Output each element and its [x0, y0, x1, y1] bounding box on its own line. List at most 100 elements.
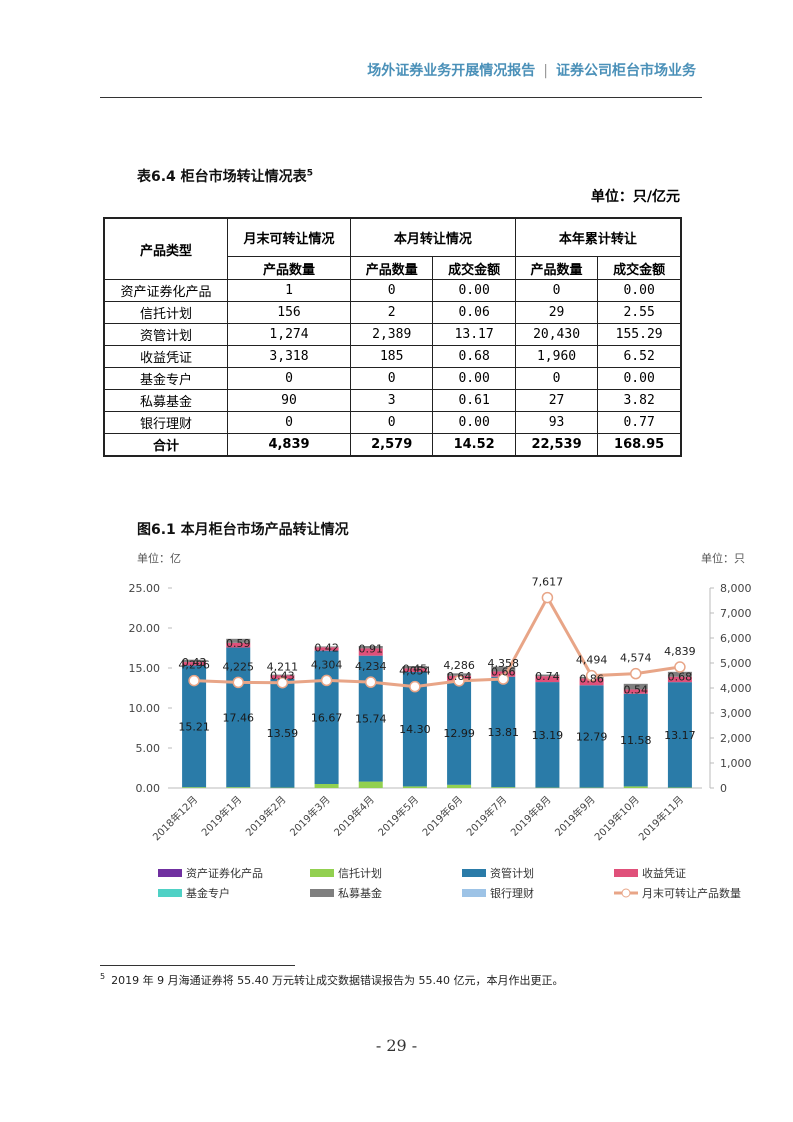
- x-tick-label: 2019年3月: [287, 793, 333, 839]
- line-point: [630, 667, 642, 680]
- table-row: 产品类型 月末可转让情况 本月转让情况 本年累计转让: [103, 217, 682, 280]
- bar-segment: [491, 787, 516, 788]
- data-label: 14.30: [399, 723, 431, 736]
- bar-segment: [402, 666, 427, 669]
- y-tick-label: 25.00: [129, 582, 161, 595]
- x-tick-label: 2019年1月: [199, 793, 245, 839]
- legend-item: 信托计划: [310, 866, 382, 880]
- line-point: [409, 680, 421, 693]
- legend-item: 私募基金: [310, 886, 382, 900]
- table-row: 合计 4,839 2,579 14.52 22,539 168.95: [103, 433, 682, 457]
- legend-label: 资管计划: [490, 866, 534, 880]
- y2-tick-label: 3,000: [720, 707, 752, 720]
- y2-tick-label: 5,000: [720, 657, 752, 670]
- table-title: 表6.4 柜台市场转让情况表: [137, 169, 307, 185]
- legend-swatch: [614, 869, 638, 877]
- x-tick-label: 2019年7月: [464, 793, 510, 839]
- y-tick-label: 10.00: [129, 702, 161, 715]
- data-label: 4,358: [488, 657, 520, 670]
- data-label: 4,839: [664, 645, 696, 658]
- bar-segment: [314, 647, 339, 651]
- table-row: 基金专户 0 0 0.00 0 0.00: [103, 367, 682, 390]
- y2-tick-label: 8,000: [720, 582, 752, 595]
- y-tick-label: 0.00: [136, 782, 161, 795]
- bar-segment: [579, 685, 604, 788]
- table-cell: 6.52: [597, 345, 682, 368]
- data-label: 0.68: [668, 671, 693, 684]
- table-cell: 0.00: [432, 279, 516, 302]
- table-cell: 信托计划: [103, 301, 228, 324]
- data-label: 17.46: [223, 711, 255, 724]
- legend-item: 基金专户: [158, 886, 230, 900]
- legend-item: 收益凭证: [614, 866, 686, 880]
- bar-segment: [667, 682, 692, 788]
- data-label: 4,574: [620, 652, 652, 665]
- table-cell: 合计: [103, 433, 228, 457]
- data-label: 4,286: [443, 659, 475, 672]
- table-cell: 1,960: [514, 345, 599, 368]
- y2-axis-label: 单位：只: [701, 551, 745, 565]
- bar-segment: [402, 668, 427, 672]
- bar-segment: [314, 650, 339, 784]
- transfer-table: 产品类型 月末可转让情况 本月转让情况 本年累计转让 产品数量 产品数量 成交金额 产品数量成…: [103, 217, 682, 457]
- y-tick-label: 15.00: [129, 662, 161, 675]
- bar-segment: [535, 674, 560, 677]
- y-tick-label: 5.00: [136, 742, 161, 755]
- x-tick-label: 2019年5月: [375, 793, 421, 839]
- bar-segment: [623, 683, 648, 690]
- table-cell: 155.29: [597, 323, 682, 346]
- line-point: [276, 676, 289, 689]
- data-label: 12.79: [576, 730, 608, 743]
- bar-segment: [270, 678, 295, 788]
- data-label: 4,211: [267, 661, 299, 674]
- data-label: 0.43: [270, 669, 295, 682]
- legend-label: 私募基金: [338, 886, 382, 900]
- table-cell: 基金专户: [103, 367, 228, 390]
- table-cell: 0: [227, 367, 351, 390]
- x-tick-label: 2019年2月: [243, 793, 289, 839]
- table-cell: 185: [349, 345, 434, 368]
- data-label: 0.91: [359, 642, 384, 655]
- bar-segment: [358, 781, 383, 788]
- legend-item: 月末可转让产品数量: [614, 886, 741, 900]
- line-point: [232, 676, 244, 689]
- data-label: 0.45: [403, 662, 428, 675]
- data-label: 0.74: [535, 670, 560, 683]
- table-cell: 0: [349, 411, 434, 434]
- bar-segment: [314, 784, 339, 788]
- legend-swatch: [462, 889, 486, 897]
- bar-segment: [579, 678, 604, 686]
- line-point: [497, 673, 509, 685]
- x-tick-label: 2019年11月: [636, 793, 686, 843]
- bar-segment: [226, 642, 251, 648]
- chart: 单位：亿 单位：只 0.00 5.00 10.00 15.00 20.00 25.00 0 1,0…: [129, 551, 752, 900]
- table-cell: 27: [514, 389, 599, 412]
- table-cell: 20,430: [514, 323, 599, 346]
- table-cell: 0: [349, 367, 434, 390]
- header-separator: |: [543, 63, 548, 79]
- legend-label: 信托计划: [338, 866, 382, 880]
- bar-segment: [270, 674, 295, 676]
- bar-segment: [623, 689, 648, 694]
- running-header: 场外证券业务开展情况报告 | 证券公司柜台市场业务: [363, 60, 700, 80]
- data-label: 4,494: [576, 654, 608, 667]
- header-subtitle: 证券公司柜台市场业务: [556, 63, 696, 79]
- line-point: [320, 674, 333, 687]
- line-series: [194, 594, 681, 689]
- bar-segment: [314, 646, 339, 648]
- data-label: 0.64: [447, 670, 472, 683]
- bar-segment: [447, 680, 472, 785]
- table-cell: 93: [514, 411, 599, 434]
- table-title-wrap: 表6.4 柜台市场转让情况表5: [137, 166, 313, 186]
- legend-swatch: [462, 869, 486, 877]
- table-row: 银行理财 0 0 0.00 93 0.77: [103, 411, 682, 434]
- data-label: 0.59: [226, 637, 251, 650]
- column-subheader: 产品数量: [514, 256, 599, 280]
- table-cell: 0: [227, 411, 351, 434]
- line-point: [585, 669, 598, 682]
- data-label: 4,234: [355, 660, 387, 673]
- column-subheader: 产品数量: [349, 256, 434, 280]
- data-label: 13.17: [664, 729, 696, 742]
- column-header: 本月转让情况: [350, 217, 516, 257]
